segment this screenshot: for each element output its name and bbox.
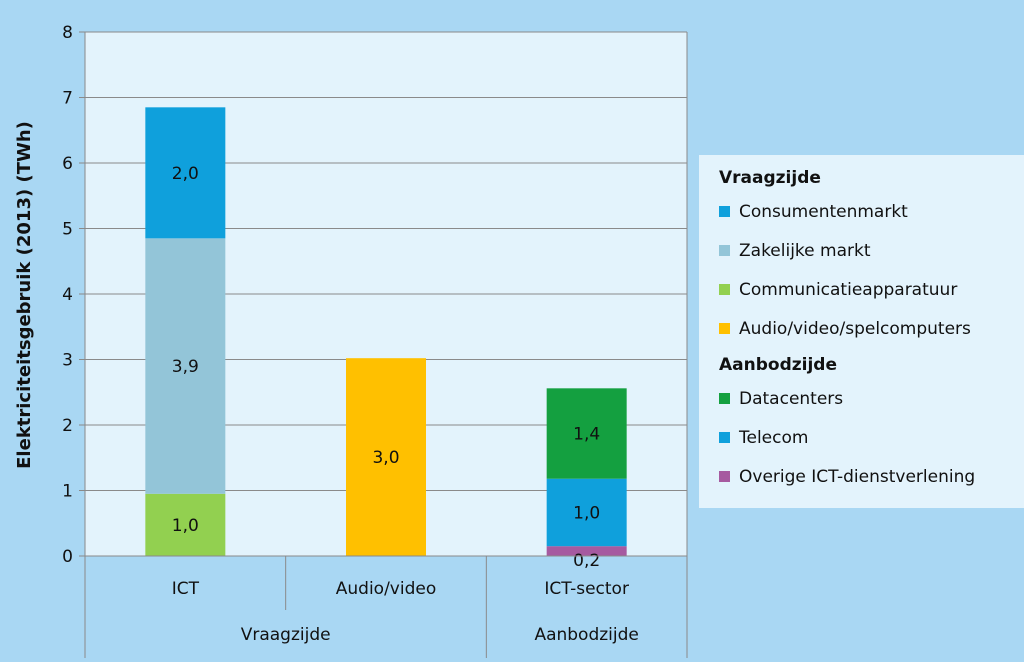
y-tick-label: 7 xyxy=(62,89,73,109)
data-label: 1,0 xyxy=(573,503,600,523)
legend: Vraagzijde Consumentenmarkt Zakelijke mark… xyxy=(699,155,1024,508)
legend-group-title: Aanbodzijde xyxy=(719,355,837,375)
bars: 1,0 3,9 2,0 3,0 0,2 1,0 1,4 xyxy=(145,107,627,571)
y-tick-label: 6 xyxy=(62,154,73,174)
x-tick-label: Audio/video xyxy=(336,579,436,599)
legend-label: Telecom xyxy=(739,427,809,448)
bar-segment xyxy=(346,358,426,556)
legend-label: Zakelijke markt xyxy=(739,240,871,261)
bar-segment xyxy=(546,546,627,556)
y-tick-label: 0 xyxy=(62,547,73,567)
legend-item: Zakelijke markt xyxy=(719,231,1024,270)
legend-swatch xyxy=(719,323,730,334)
bar-segment xyxy=(145,107,226,239)
data-label: 0,2 xyxy=(573,551,600,571)
data-label: 2,0 xyxy=(172,164,199,184)
bar-segment xyxy=(145,238,226,494)
bar-segment xyxy=(546,478,627,547)
y-tick-label: 5 xyxy=(62,220,73,240)
legend-label: Audio/video/spelcomputers xyxy=(739,318,971,339)
legend-item: Telecom xyxy=(719,418,1024,457)
y-tick-label: 8 xyxy=(62,23,73,43)
group-label: Aanbodzijde xyxy=(534,625,638,645)
bar-segment xyxy=(546,388,627,479)
data-label: 3,9 xyxy=(172,357,199,377)
legend-label: Communicatieapparatuur xyxy=(739,279,958,300)
legend-swatch xyxy=(719,393,730,404)
y-axis-label: Elektriciteitsgebruik (2013) (TWh) xyxy=(14,121,35,469)
legend-item: Consumentenmarkt xyxy=(719,192,1024,231)
legend-swatch xyxy=(719,432,730,443)
bar-segment xyxy=(145,493,226,556)
data-label: 1,0 xyxy=(172,516,199,536)
legend-label: Datacenters xyxy=(739,388,844,409)
legend-swatch xyxy=(719,245,730,256)
data-label: 3,0 xyxy=(372,448,399,468)
axes: 0 1 2 3 4 5 6 7 8 ICT Audio/video ICT-sector Vraagzi… xyxy=(62,23,688,658)
y-tick-label: 2 xyxy=(62,416,73,436)
legend-item: Datacenters xyxy=(719,379,1024,418)
legend-label: Overige ICT-dienstverlening xyxy=(739,466,976,487)
y-tick-label: 1 xyxy=(62,482,73,502)
legend-item: Overige ICT-dienstverlening xyxy=(719,457,1024,496)
legend-item: Communicatieapparatuur xyxy=(719,270,1024,309)
y-tick-label: 3 xyxy=(62,351,73,371)
legend-label: Consumentenmarkt xyxy=(739,201,908,222)
legend-swatch xyxy=(719,206,730,217)
group-label: Vraagzijde xyxy=(241,625,331,645)
y-tick-label: 4 xyxy=(62,285,73,305)
legend-swatch xyxy=(719,471,730,482)
data-label: 1,4 xyxy=(573,425,600,445)
legend-item: Audio/video/spelcomputers xyxy=(719,309,1024,348)
legend-group-title: Vraagzijde xyxy=(719,168,821,188)
legend-swatch xyxy=(719,284,730,295)
x-tick-label: ICT xyxy=(172,579,200,599)
x-tick-label: ICT-sector xyxy=(544,579,629,599)
